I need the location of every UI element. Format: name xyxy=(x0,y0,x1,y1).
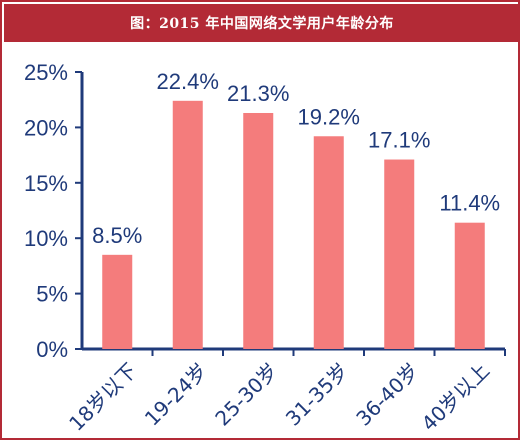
bar xyxy=(243,112,274,349)
category-label: 36-40岁 xyxy=(351,358,423,430)
data-label: 17.1% xyxy=(368,128,430,153)
category-label: 31-35岁 xyxy=(281,358,353,430)
data-label: 11.4% xyxy=(439,191,500,216)
category-label: 18岁以下 xyxy=(64,358,141,435)
y-tick-label: 5% xyxy=(36,282,68,307)
data-label: 22.4% xyxy=(157,69,219,94)
y-tick-label: 20% xyxy=(24,115,68,140)
category-label: 25-30岁 xyxy=(210,358,282,430)
data-labels: 8.5% 22.4% 21.3% 19.2% 17.1% 11.4% xyxy=(92,69,500,248)
bar xyxy=(454,222,485,349)
category-label: 19-24岁 xyxy=(140,358,212,430)
bar xyxy=(384,159,415,349)
bar xyxy=(172,100,203,349)
y-tick-label: 25% xyxy=(24,60,68,85)
y-tick-label: 0% xyxy=(36,337,68,362)
title-bar: 图：2015 年中国网络文学用户年龄分布 xyxy=(4,4,520,42)
data-label: 19.2% xyxy=(298,104,360,129)
bar xyxy=(102,254,133,349)
bar-series xyxy=(102,100,485,349)
chart-axes: 0% 5% 10% 15% 20% 25% xyxy=(24,60,506,362)
data-label: 21.3% xyxy=(227,81,289,106)
category-label: 40岁以上 xyxy=(417,358,494,435)
y-tick-label: 15% xyxy=(24,171,68,196)
chart-title: 图：2015 年中国网络文学用户年龄分布 xyxy=(130,16,394,32)
y-tick-label: 10% xyxy=(24,226,68,251)
bar xyxy=(313,136,344,349)
data-label: 8.5% xyxy=(92,223,142,248)
